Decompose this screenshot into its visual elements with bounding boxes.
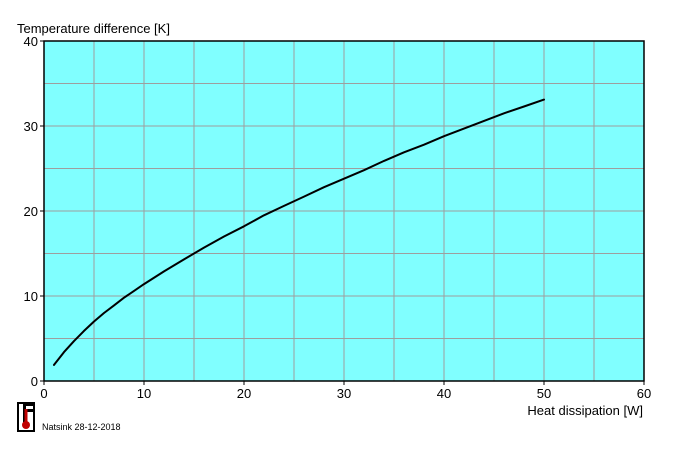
data-point <box>223 235 225 238</box>
data-point <box>53 364 55 366</box>
data-point <box>263 214 265 216</box>
y-tick-label: 40 <box>24 34 38 49</box>
data-point <box>73 340 75 342</box>
data-point <box>183 258 185 261</box>
data-point <box>403 151 405 153</box>
data-point <box>503 112 505 114</box>
data-point <box>63 351 65 353</box>
y-tick-label: 10 <box>24 289 38 304</box>
series-layer <box>53 98 545 366</box>
data-point <box>443 135 445 137</box>
data-point <box>363 169 365 171</box>
data-point <box>463 127 465 130</box>
axis-ticks: 0 10 20 30 40 50 60 0 10 20 30 40 <box>24 34 652 401</box>
data-point <box>83 330 85 332</box>
y-tick-label: 20 <box>24 204 38 219</box>
data-point <box>383 160 385 162</box>
data-point <box>93 320 95 323</box>
data-point <box>243 225 245 227</box>
data-point <box>103 312 105 314</box>
x-tick-label: 10 <box>137 386 151 401</box>
x-tick-label: 50 <box>537 386 551 401</box>
data-point <box>113 304 115 306</box>
data-point <box>543 99 545 101</box>
y-tick-label: 30 <box>24 119 38 134</box>
data-point <box>163 270 165 272</box>
data-point <box>203 246 205 249</box>
data-point <box>283 205 285 207</box>
series-line <box>53 98 545 366</box>
x-tick-label: 30 <box>337 386 351 401</box>
data-point <box>123 297 125 299</box>
x-axis-title: Heat dissipation [W] <box>527 403 643 418</box>
x-tick-label: 40 <box>437 386 451 401</box>
data-point <box>483 120 485 122</box>
data-point <box>323 186 325 188</box>
footer-caption: Natsink 28-12-2018 <box>42 422 121 432</box>
x-tick-label: 20 <box>237 386 251 401</box>
y-axis-title: Temperature difference [K] <box>17 21 170 36</box>
data-point <box>523 105 525 108</box>
data-point <box>343 178 345 180</box>
y-tick-label: 0 <box>31 374 38 389</box>
data-point <box>133 290 135 292</box>
grid-lines <box>44 41 644 381</box>
data-point <box>303 195 305 198</box>
data-point <box>143 283 145 285</box>
data-point <box>423 144 425 146</box>
thermometer-logo-icon <box>17 402 35 432</box>
x-tick-label: 0 <box>40 386 47 401</box>
x-tick-label: 60 <box>637 386 651 401</box>
